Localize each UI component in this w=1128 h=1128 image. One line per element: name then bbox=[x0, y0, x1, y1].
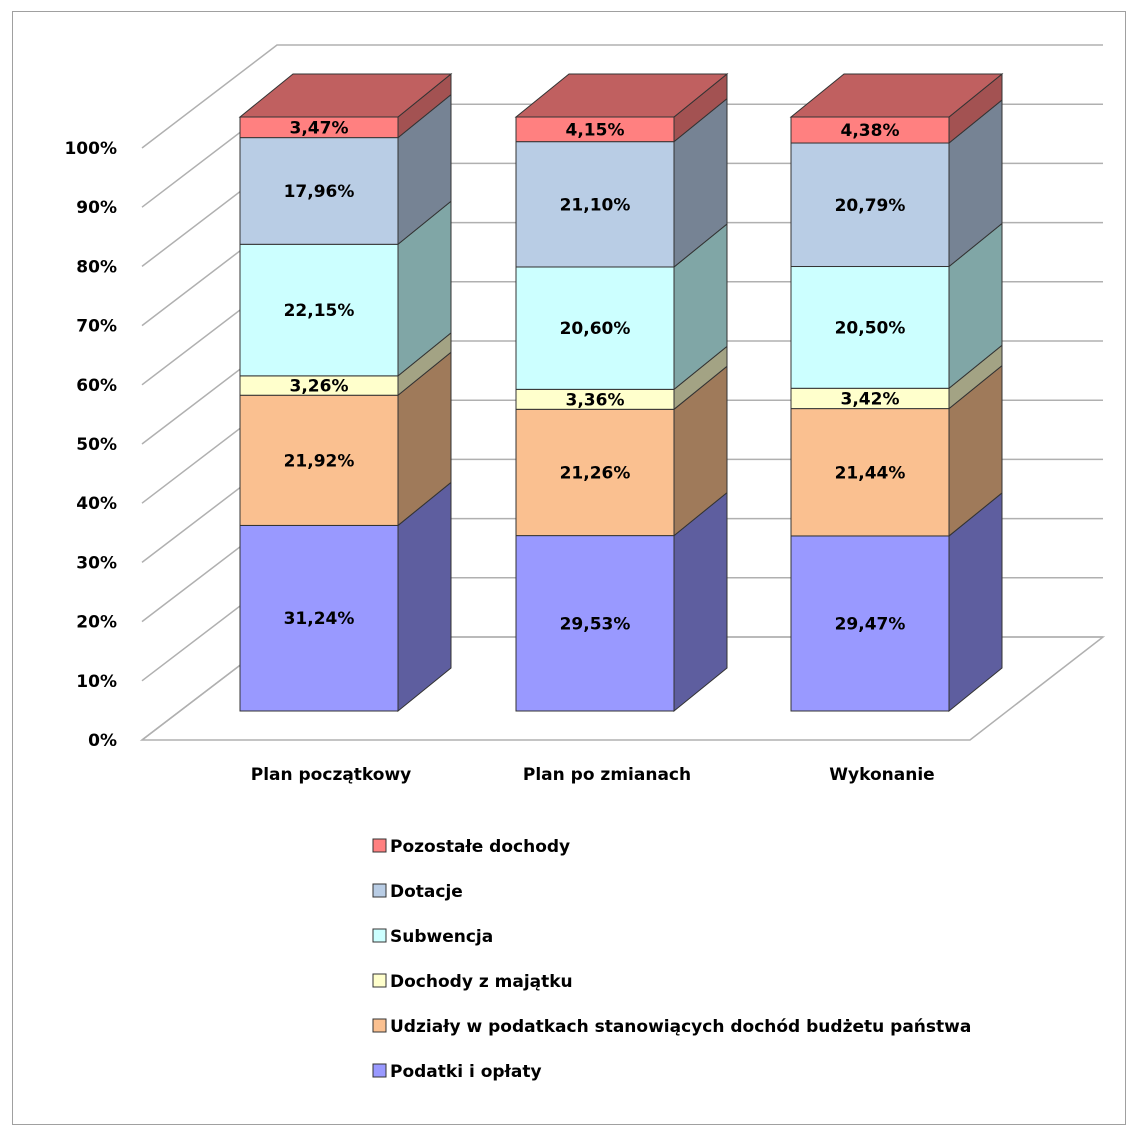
y-tick-label: 30% bbox=[76, 553, 117, 573]
data-label: 29,47% bbox=[835, 614, 906, 634]
data-label: 20,50% bbox=[835, 318, 906, 338]
bar-segment bbox=[239, 137, 399, 245]
data-label: 21,26% bbox=[560, 463, 631, 483]
x-category-label: Plan początkowy bbox=[251, 765, 412, 785]
bar-top bbox=[789, 73, 1004, 118]
legend-item: Podatki i opłaty bbox=[372, 1062, 542, 1082]
legend-item: Udziały w podatkach stanowiących dochód … bbox=[372, 1017, 971, 1037]
legend-label: Udziały w podatkach stanowiących dochód … bbox=[390, 1017, 971, 1037]
bar-segment bbox=[790, 142, 950, 268]
bar-segment bbox=[790, 535, 950, 712]
y-tick-label: 70% bbox=[76, 317, 117, 337]
bar-top bbox=[514, 73, 729, 118]
bars: 31,24% 21,92% 3,26% 22,15% 17,96% 3,47% 29,53%… bbox=[238, 72, 1004, 713]
bar-segment bbox=[790, 116, 950, 144]
y-tick-label: 60% bbox=[76, 376, 117, 396]
bar-segment bbox=[515, 535, 675, 712]
legend-item: Dochody z majątku bbox=[372, 972, 573, 992]
gridline bbox=[141, 44, 1103, 149]
bar-segment bbox=[515, 408, 675, 537]
legend-swatch bbox=[372, 1063, 387, 1078]
data-label: 31,24% bbox=[284, 609, 355, 629]
legend-label: Dotacje bbox=[390, 882, 463, 902]
data-label: 21,92% bbox=[284, 451, 355, 471]
bar-segment bbox=[239, 524, 399, 712]
y-tick-label: 80% bbox=[76, 257, 117, 277]
legend-swatch bbox=[372, 838, 387, 853]
bar-stack: 29,53% 21,26% 3,36% 20,60% 21,10% 4,15% bbox=[514, 72, 729, 713]
legend-swatch bbox=[372, 928, 387, 943]
legend-label: Subwencja bbox=[390, 927, 493, 947]
bar-segment bbox=[790, 266, 950, 389]
legend: Pozostałe dochody Dotacje Subwencja Dochody… bbox=[372, 837, 971, 1082]
data-label: 21,10% bbox=[560, 195, 631, 215]
data-label: 21,44% bbox=[835, 463, 906, 483]
bar-stack: 31,24% 21,92% 3,26% 22,15% 17,96% 3,47% bbox=[238, 72, 453, 713]
bar-segment bbox=[515, 141, 675, 268]
data-label: 3,26% bbox=[290, 377, 349, 397]
data-label: 20,60% bbox=[560, 319, 631, 339]
bar-segment bbox=[239, 394, 399, 526]
data-label: 4,15% bbox=[566, 120, 625, 140]
legend-label: Podatki i opłaty bbox=[390, 1062, 542, 1082]
y-tick-label: 90% bbox=[76, 198, 117, 218]
x-axis-categories: Plan początkowy Plan po zmianach Wykonanie bbox=[251, 765, 935, 785]
bar-top bbox=[238, 73, 453, 118]
legend-label: Pozostałe dochody bbox=[390, 837, 570, 857]
y-tick-label: 50% bbox=[76, 435, 117, 455]
legend-item: Pozostałe dochody bbox=[372, 837, 570, 857]
legend-label: Dochody z majątku bbox=[390, 972, 573, 992]
data-label: 4,38% bbox=[841, 121, 900, 141]
data-label: 22,15% bbox=[284, 301, 355, 321]
bar-segment bbox=[515, 266, 675, 390]
legend-swatch bbox=[372, 883, 387, 898]
data-label: 29,53% bbox=[560, 614, 631, 634]
data-label: 17,96% bbox=[284, 182, 355, 202]
y-tick-label: 20% bbox=[76, 613, 117, 633]
data-label: 20,79% bbox=[835, 196, 906, 216]
bar-stack: 29,47% 21,44% 3,42% 20,50% 20,79% 4,38% bbox=[789, 72, 1004, 713]
legend-swatch bbox=[372, 973, 387, 988]
legend-item: Dotacje bbox=[372, 882, 463, 902]
data-label: 3,42% bbox=[841, 389, 900, 409]
y-tick-label: 0% bbox=[88, 731, 117, 751]
data-label: 3,36% bbox=[566, 390, 625, 410]
x-category-label: Plan po zmianach bbox=[523, 765, 691, 785]
y-tick-label: 100% bbox=[64, 139, 117, 159]
legend-swatch bbox=[372, 1018, 387, 1033]
y-tick-label: 10% bbox=[76, 672, 117, 692]
legend-item: Subwencja bbox=[372, 927, 493, 947]
y-tick-label: 40% bbox=[76, 494, 117, 514]
x-category-label: Wykonanie bbox=[829, 765, 934, 785]
data-label: 3,47% bbox=[290, 118, 349, 138]
y-axis-ticks: 0% 10% 20% 30% 40% 50% 60% 70% 80% 90% 100% bbox=[64, 139, 117, 751]
